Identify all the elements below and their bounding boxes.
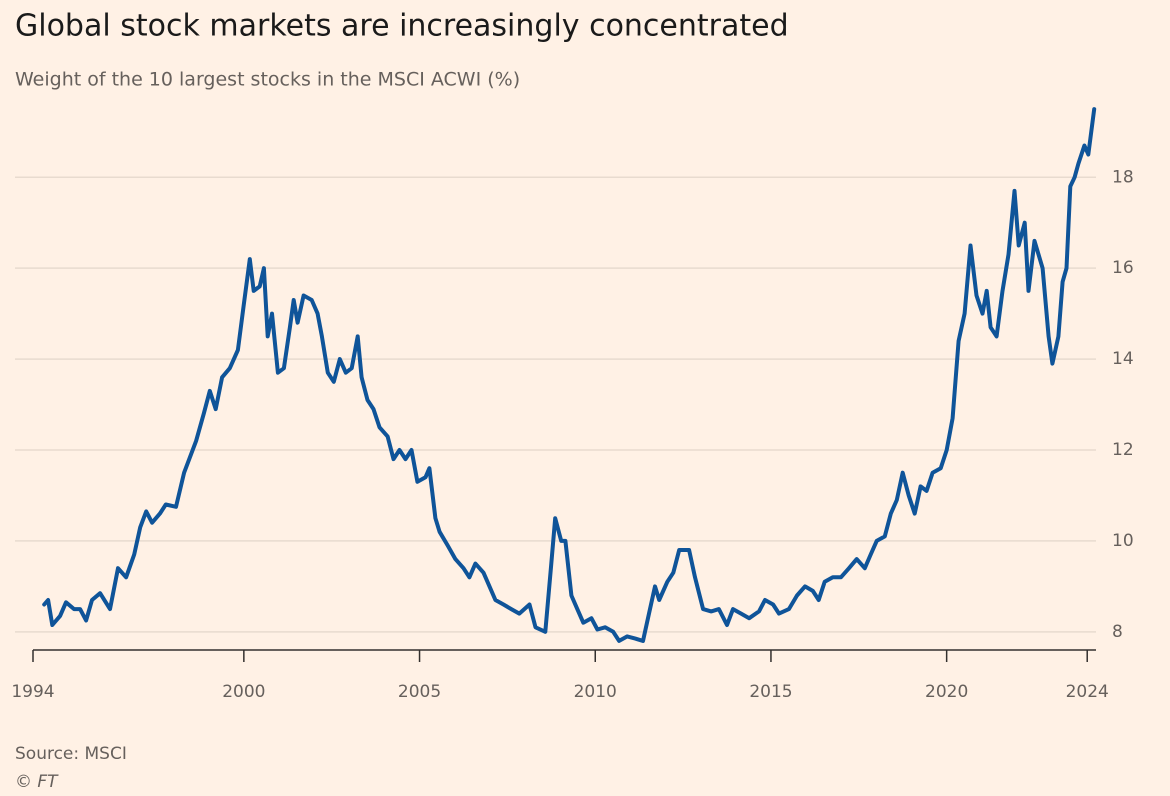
y-tick-label: 10 xyxy=(1112,531,1134,551)
x-tick-label: 2020 xyxy=(925,682,968,702)
source: Source: MSCI xyxy=(15,744,127,764)
chart-subtitle: Weight of the 10 largest stocks in the M… xyxy=(15,69,520,91)
x-tick-label: 2015 xyxy=(749,682,792,702)
credit: © FT xyxy=(15,772,59,792)
y-tick-label: 18 xyxy=(1112,167,1134,187)
x-tick-label: 1994 xyxy=(11,682,54,702)
y-tick-label: 8 xyxy=(1112,622,1123,642)
chart-title: Global stock markets are increasingly co… xyxy=(15,9,789,44)
x-tick-label: 2000 xyxy=(222,682,265,702)
x-tick-label: 2005 xyxy=(398,682,441,702)
line xyxy=(42,107,1097,643)
y-tick-label: 16 xyxy=(1112,258,1134,278)
x-tick-label: 2024 xyxy=(1066,682,1109,702)
y-tick-label: 12 xyxy=(1112,440,1134,460)
x-tick-label: 2010 xyxy=(574,682,617,702)
y-tick-label: 14 xyxy=(1112,349,1134,369)
